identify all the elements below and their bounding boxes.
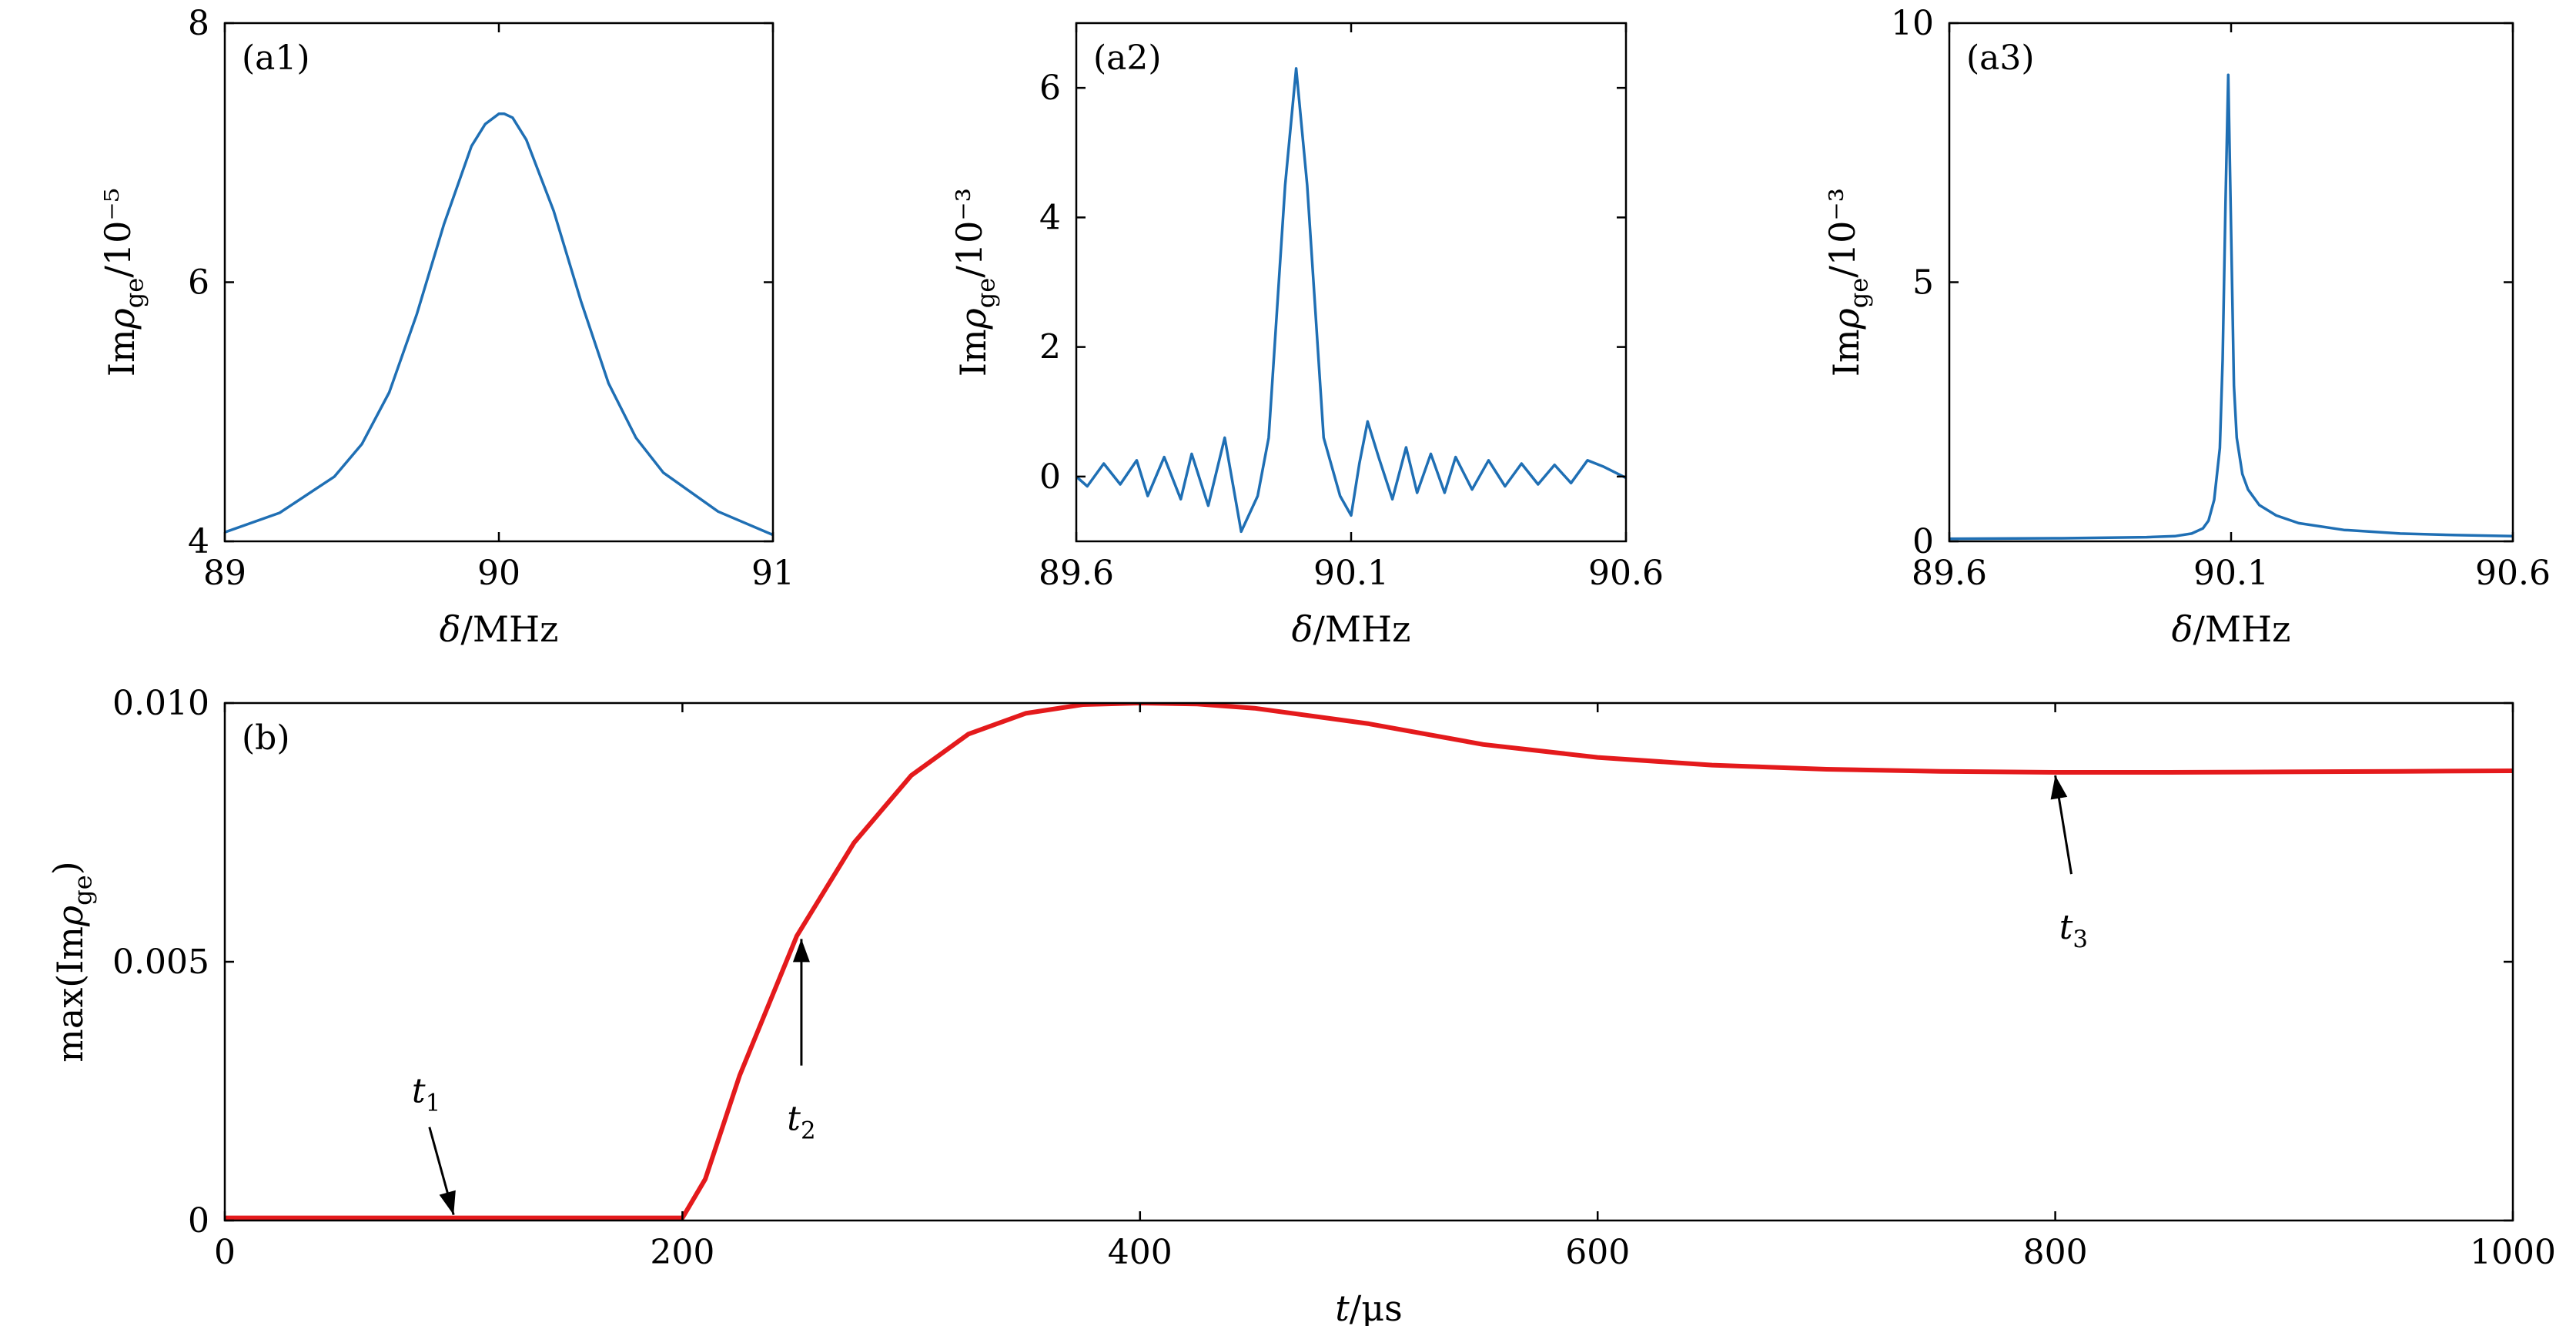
panel-label-a2: (a2) xyxy=(1093,39,1162,78)
panel-a1: 89 90 91 4 6 8 (a1) δ/MHz Imρge/10⁻⁵ xyxy=(97,4,795,650)
y-tick-label-b: 0.010 xyxy=(112,684,209,723)
y-axis-label-b: max(Imρge) xyxy=(45,861,97,1062)
annotation-label-1: t2 xyxy=(787,1100,815,1145)
series-line-b-0 xyxy=(225,703,2513,1221)
y-tick-label-a2: 4 xyxy=(1039,198,1061,237)
y-tick-label-a2: 6 xyxy=(1039,69,1061,108)
y-tick-label-b: 0.005 xyxy=(112,943,209,982)
x-tick-label-a2: 90.1 xyxy=(1313,554,1389,593)
series-line-a2-0 xyxy=(1076,67,1626,534)
x-axis-label-a1: δ/MHz xyxy=(440,608,559,650)
x-tick-label-b: 0 xyxy=(214,1233,236,1272)
y-tick-label-a2: 2 xyxy=(1039,328,1061,367)
y-axis-label-a2: Imρge/10⁻³ xyxy=(948,188,1000,377)
y-axis-label-a1: Imρge/10⁻⁵ xyxy=(97,188,149,377)
y-tick-label-a1: 4 xyxy=(188,522,209,561)
panel-label-a1: (a1) xyxy=(242,39,310,78)
y-tick-label-a1: 6 xyxy=(188,263,209,303)
x-axis-label-b: t/μs xyxy=(1335,1287,1403,1326)
annotation-label-2: t3 xyxy=(2059,908,2088,953)
x-axis-label-a3: δ/MHz xyxy=(2172,608,2291,650)
y-tick-label-b: 0 xyxy=(188,1201,209,1241)
x-tick-label-a1: 91 xyxy=(751,554,795,593)
y-tick-label-a3: 5 xyxy=(1912,263,1934,303)
y-tick-label-a3: 10 xyxy=(1891,4,1934,43)
panel-label-b: (b) xyxy=(242,718,290,758)
series-line-a3-0 xyxy=(1949,73,2513,541)
panel-a3: 89.6 90.1 90.6 0 5 10 (a3) δ/MHz Imρge/10⁻³ xyxy=(1822,4,2551,650)
x-tick-label-a2: 90.6 xyxy=(1588,554,1664,593)
y-tick-label-a2: 0 xyxy=(1039,457,1061,497)
x-axis-label-a2: δ/MHz xyxy=(1292,608,1411,650)
x-tick-label-a2: 89.6 xyxy=(1039,554,1114,593)
panel-b: 0 200 400 600 800 1000 0 0.005 0.010 (b) t/μs max(I… xyxy=(45,684,2556,1326)
annotation-arrowhead-2 xyxy=(2050,775,2068,800)
x-tick-label-a3: 90.6 xyxy=(2475,554,2551,593)
plot-frame-a1 xyxy=(223,22,774,543)
plot-frame-a2 xyxy=(1075,22,1628,543)
x-tick-label-a1: 89 xyxy=(203,554,246,593)
panel-label-a3: (a3) xyxy=(1966,39,2035,78)
x-tick-label-b: 800 xyxy=(2023,1233,2088,1272)
annotation-arrowhead-0 xyxy=(439,1190,456,1215)
annotation-label-0: t1 xyxy=(412,1072,440,1117)
series-line-a1-0 xyxy=(225,112,773,537)
y-tick-label-a1: 8 xyxy=(188,4,209,43)
x-tick-label-a1: 90 xyxy=(477,554,520,593)
panel-a2: 89.6 90.1 90.6 0 2 4 6 (a2) δ/MHz Imρge/10⁻³ xyxy=(948,22,1664,650)
plot-frame-b xyxy=(223,702,2514,1222)
y-axis-label-a3: Imρge/10⁻³ xyxy=(1822,188,1873,377)
y-tick-label-a3: 0 xyxy=(1912,522,1934,561)
x-tick-label-b: 1000 xyxy=(2470,1233,2556,1272)
x-tick-label-a3: 90.1 xyxy=(2193,554,2269,593)
annotation-arrowhead-1 xyxy=(792,939,810,963)
x-tick-label-a3: 89.6 xyxy=(1912,554,1987,593)
x-tick-label-b: 600 xyxy=(1565,1233,1630,1272)
x-tick-label-b: 400 xyxy=(1108,1233,1173,1272)
x-tick-label-b: 200 xyxy=(650,1233,714,1272)
